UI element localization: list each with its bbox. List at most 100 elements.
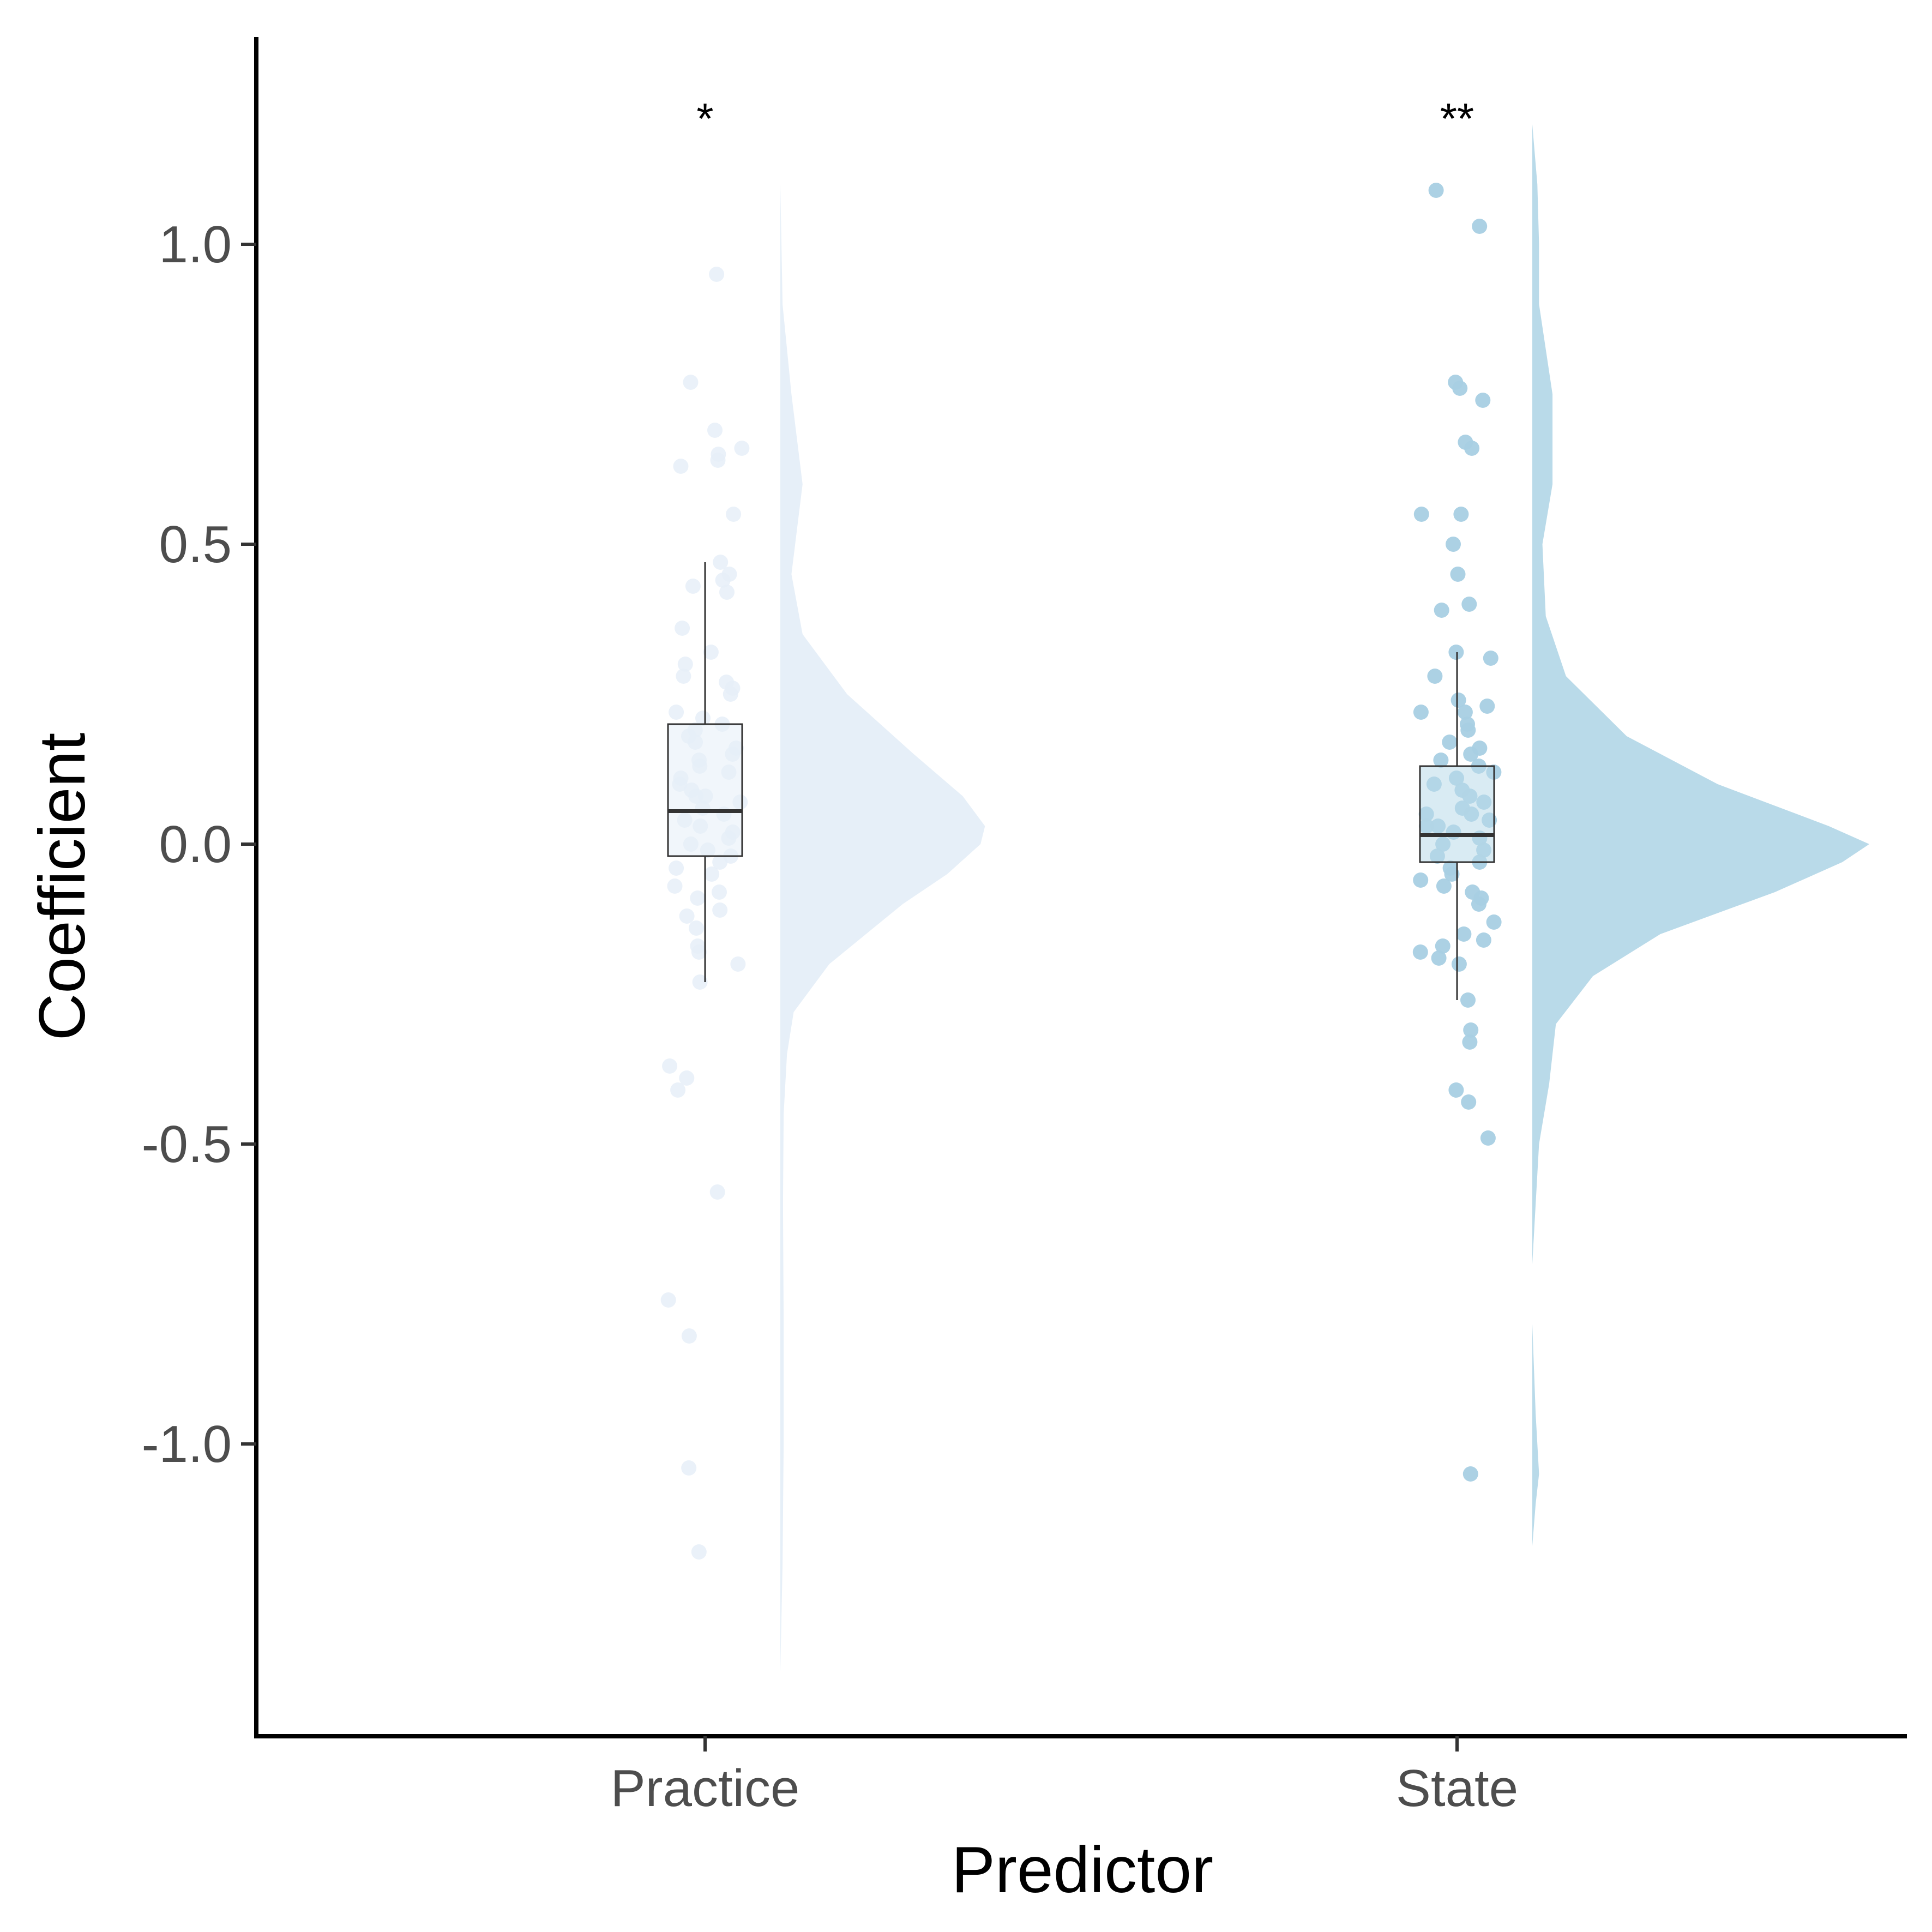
y-tick-label: -0.5 (142, 1115, 232, 1173)
data-point-state (1452, 381, 1468, 396)
data-point-practice (709, 267, 725, 282)
data-point-state (1435, 938, 1450, 954)
data-point-practice (681, 1328, 697, 1344)
significance-label-practice: * (696, 94, 713, 143)
x-tick-label-practice: Practice (611, 1759, 800, 1817)
significance-label-state: ** (1440, 94, 1474, 143)
x-axis-title: Predictor (952, 1833, 1213, 1906)
density-cloud-practice (780, 184, 985, 1672)
data-point-practice (681, 1460, 697, 1476)
data-point-state (1450, 693, 1466, 708)
y-tick-label: 0.0 (159, 815, 232, 874)
data-point-practice (709, 1184, 725, 1200)
data-point-state (1471, 896, 1486, 912)
data-point-state (1442, 735, 1458, 750)
data-point-state (1427, 669, 1443, 684)
data-point-state (1462, 1466, 1478, 1482)
density-layer (780, 124, 1869, 1672)
data-point-state (1460, 992, 1476, 1008)
data-point-practice (673, 459, 689, 474)
data-point-practice (660, 1292, 676, 1308)
data-point-state (1448, 645, 1464, 660)
data-point-practice (670, 1082, 686, 1098)
data-point-state (1413, 872, 1429, 888)
data-point-state (1431, 950, 1447, 966)
y-tick-label: 0.5 (159, 515, 232, 574)
data-point-state (1444, 866, 1460, 882)
data-point-practice (712, 902, 728, 918)
data-point-practice (710, 453, 726, 468)
data-point-practice (704, 866, 720, 882)
data-point-state (1457, 705, 1473, 720)
data-point-practice (669, 860, 684, 876)
data-point-state (1413, 705, 1429, 720)
data-point-practice (689, 920, 704, 936)
data-point-state (1461, 1094, 1477, 1110)
data-point-practice (695, 711, 711, 726)
data-point-state (1436, 878, 1452, 894)
data-point-state (1463, 1022, 1479, 1038)
data-point-state (1461, 597, 1477, 612)
y-tick-label: 1.0 (159, 215, 232, 274)
box-practice (667, 723, 743, 857)
data-point-state (1448, 1082, 1464, 1098)
data-point-practice (703, 645, 719, 660)
data-point-practice (734, 441, 750, 456)
data-point-state (1412, 944, 1428, 960)
data-point-state (1428, 183, 1444, 198)
data-point-practice (691, 944, 707, 960)
significance-layer: * ** (696, 94, 1474, 143)
data-point-practice (685, 579, 701, 594)
x-ticks: Practice State (611, 1736, 1518, 1817)
data-point-state (1460, 723, 1476, 738)
axes-layer (254, 37, 1907, 1738)
box-state (1419, 765, 1495, 863)
y-ticks: 1.0 0.5 0.0 -0.5 -1.0 (142, 215, 256, 1473)
data-point-state (1486, 914, 1502, 930)
data-point-practice (675, 621, 690, 636)
data-point-state (1453, 507, 1469, 522)
data-point-practice (679, 908, 695, 924)
data-point-practice (730, 956, 746, 972)
data-point-state (1456, 926, 1472, 942)
data-point-practice (662, 1058, 678, 1074)
data-point-state (1450, 567, 1466, 582)
data-point-state (1464, 441, 1480, 456)
data-point-state (1483, 651, 1498, 666)
data-point-practice (691, 1544, 707, 1560)
data-point-state (1413, 507, 1429, 522)
data-point-state (1462, 1034, 1478, 1050)
data-point-state (1446, 537, 1461, 552)
y-tick-label: -1.0 (142, 1415, 232, 1473)
data-point-state (1472, 219, 1488, 234)
y-axis-title: Coefficient (26, 733, 99, 1041)
data-point-state (1480, 1130, 1496, 1146)
data-point-state (1475, 393, 1491, 408)
data-point-practice (690, 890, 706, 906)
data-point-practice (715, 573, 731, 588)
data-point-practice (726, 507, 742, 522)
data-point-practice (676, 669, 691, 684)
data-point-practice (723, 687, 738, 702)
data-point-state (1463, 747, 1479, 762)
data-point-state (1451, 956, 1467, 972)
data-point-practice (707, 423, 723, 438)
data-point-state (1479, 699, 1495, 714)
data-point-practice (683, 375, 699, 390)
data-point-state (1433, 753, 1449, 768)
data-point-practice (712, 854, 728, 870)
data-point-practice (719, 585, 735, 600)
data-point-state (1476, 932, 1491, 948)
data-point-practice (679, 1070, 695, 1086)
data-point-practice (713, 555, 729, 570)
data-point-practice (677, 657, 693, 672)
data-point-state (1434, 603, 1449, 618)
data-point-practice (692, 974, 708, 990)
data-point-practice (669, 705, 684, 720)
boxplot-layer (667, 562, 1495, 1000)
data-point-practice (667, 878, 683, 894)
x-tick-label-state: State (1396, 1759, 1518, 1817)
density-cloud-state (1532, 124, 1869, 1546)
